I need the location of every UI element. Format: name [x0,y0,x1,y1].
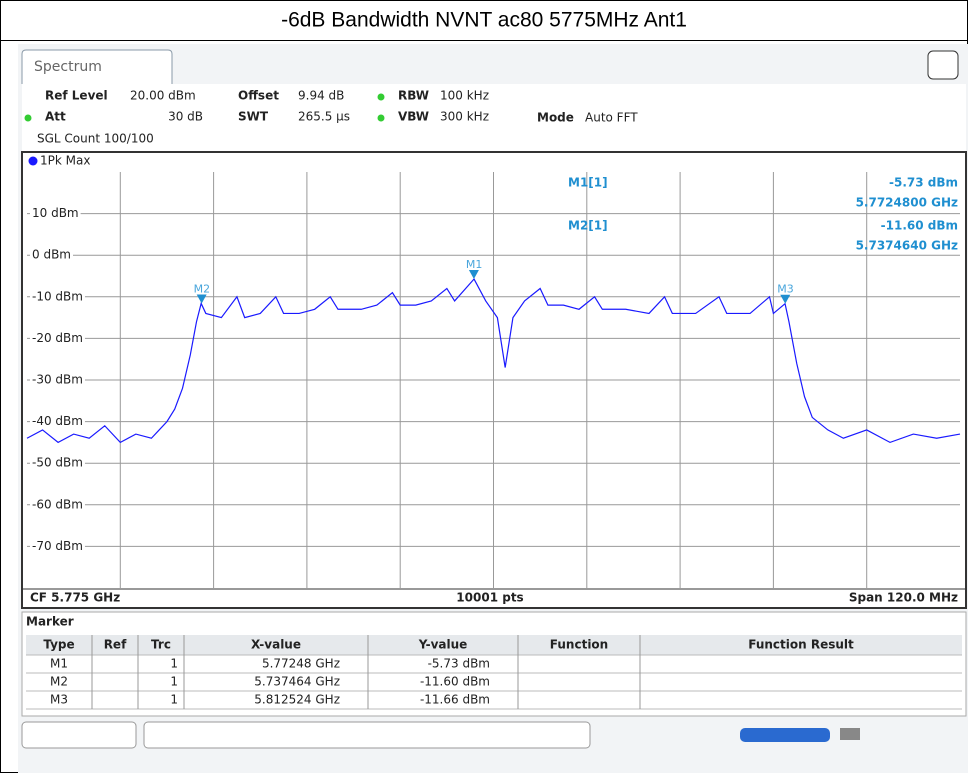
marker [196,294,207,304]
setting-label: Mode [537,111,574,125]
table-header: Function [550,638,608,652]
y-tick-label: -30 dBm [32,373,83,387]
setting-label: SWT [238,110,269,124]
setting-value: 265.5 µs [298,110,350,124]
indicator [377,93,385,101]
readout-x: 5.7374640 GHz [856,239,958,253]
setting-label: Offset [238,89,279,103]
table-cell: 5.77248 GHz [262,657,340,671]
y-tick-label: -70 dBm [32,539,83,553]
y-tick-bg [30,247,73,262]
y-tick-bg [30,497,85,512]
y-tick-bg [30,414,85,429]
footer-cf: CF 5.775 GHz [30,591,120,605]
status-box [21,721,137,749]
y-tick-label: -50 dBm [32,456,83,470]
indicator [24,114,32,122]
y-tick-label: -10 dBm [32,289,83,303]
y-tick-label: 0 dBm [32,248,71,262]
y-tick-bg [30,289,85,304]
readout-x: 5.7724800 GHz [856,196,958,210]
y-tick-bg [30,455,85,470]
trace-dot [28,156,38,166]
y-tick-bg [30,372,85,387]
setting-label: Ref Level [45,89,108,103]
marker-label: M1 [466,258,483,271]
table-header: Trc [151,638,171,652]
table-cell: -5.73 dBm [428,657,490,671]
table-header: Ref [104,638,127,652]
readout-name: M1[1] [568,176,608,190]
readout-y: -11.60 dBm [881,219,958,233]
setting-label: RBW [398,89,429,103]
y-tick-label: -60 dBm [32,497,83,511]
y-tick-bg [30,330,85,345]
table-header: Function Result [748,638,854,652]
table-header-bg [26,635,962,655]
table-cell: -11.66 dBm [420,693,490,707]
table-cell: -11.60 dBm [420,675,490,689]
marker-panel [21,611,967,717]
setting-label: Att [45,110,66,124]
sgl-count: SGL Count 100/100 [37,132,154,146]
setting-value: 30 dB [168,110,203,124]
trace-label: 1Pk Max [40,154,90,168]
marker-label: M2 [194,282,211,295]
settings-panel [22,84,966,152]
table-header: Type [43,638,74,652]
tab[interactable] [21,49,173,84]
marker [780,294,791,304]
marker [468,270,479,280]
y-tick-label: 10 dBm [32,206,79,220]
setting-value: 20.00 dBm [130,89,196,103]
table-cell: M3 [50,693,68,707]
marker-label: M3 [777,283,794,296]
setting-value: 300 kHz [440,110,489,124]
y-tick-bg [30,206,81,221]
menu-icon[interactable] [927,50,959,80]
y-tick-label: -20 dBm [32,331,83,345]
trace [26,277,961,444]
y-tick-bg [30,538,85,553]
table-header: Y-value [418,638,468,652]
status-icon [840,728,860,740]
setting-value: 100 kHz [440,89,489,103]
tab-label: Spectrum [34,59,102,75]
setting-label: VBW [398,110,429,124]
footer-pts: 10001 pts [456,591,523,605]
readout-name: M2[1] [568,219,608,233]
table-cell: 1 [170,693,178,707]
progress-bar [740,728,830,742]
marker-title: Marker [26,615,74,629]
table-cell: 1 [170,675,178,689]
table-header: X-value [251,638,301,652]
table-cell: 5.737464 GHz [254,675,340,689]
indicator [377,114,385,122]
footer-span: Span 120.0 MHz [849,591,958,605]
y-tick-label: -40 dBm [32,414,83,428]
table-cell: 5.812524 GHz [254,693,340,707]
setting-value: 9.94 dB [298,89,344,103]
status-box [143,721,591,749]
table-cell: M1 [50,657,68,671]
setting-value: Auto FFT [585,111,638,125]
title: -6dB Bandwidth NVNT ac80 5775MHz Ant1 [281,9,687,32]
table-cell: 1 [170,657,178,671]
table-cell: M2 [50,675,68,689]
readout-y: -5.73 dBm [889,176,958,190]
